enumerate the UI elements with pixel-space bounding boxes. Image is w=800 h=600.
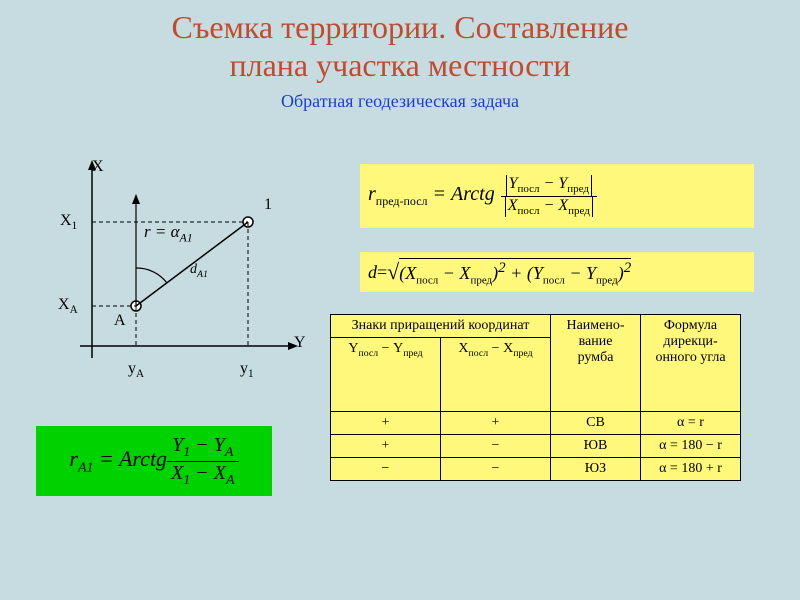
x1-tick: X1	[60, 212, 77, 232]
coordinate-diagram	[36, 158, 316, 388]
header-signs: Знаки приращений координат	[331, 315, 551, 338]
axis-y-label: Y	[294, 334, 306, 352]
header-angle: Формула дирекци-онного угла	[641, 315, 741, 412]
title-line-1: Съемка территории. Составление	[172, 9, 629, 45]
header-rumb: Наимено-вание румба	[551, 315, 641, 412]
table-row: − − ЮЗ α = 180 + r	[331, 458, 741, 481]
slide-title: Съемка территории. Составление плана уча…	[0, 0, 800, 85]
signs-table: Знаки приращений координат Наимено-вание…	[330, 314, 741, 481]
point-a-label: A	[114, 312, 126, 330]
y1-tick: y1	[240, 360, 254, 380]
table-row: + − ЮВ α = 180 − r	[331, 435, 741, 458]
formula-green: rA1 = Arctg Y1 − YA X1 − XA	[36, 426, 272, 496]
slide-subtitle: Обратная геодезическая задача	[0, 91, 800, 112]
table-row: + + СВ α = r	[331, 412, 741, 435]
subheader-y: Yпосл − Yпред	[331, 338, 441, 412]
ya-tick: yA	[128, 360, 144, 380]
xa-tick: XA	[58, 296, 78, 316]
r-equals-alpha: r = αA1	[144, 222, 193, 245]
formula-distance: d = √ (Xпосл − Xпред)2 + (Yпосл − Yпред)…	[360, 252, 754, 292]
axis-x-label: X	[92, 158, 104, 176]
title-line-2: плана участка местности	[229, 47, 570, 83]
formula-r-arctg: rпред-посл = Arctg Yпосл − Yпред Xпосл −…	[360, 164, 754, 228]
subheader-x: Xпосл − Xпред	[441, 338, 551, 412]
d-a1-label: dA1	[190, 262, 208, 280]
point-1-label: 1	[264, 196, 272, 214]
